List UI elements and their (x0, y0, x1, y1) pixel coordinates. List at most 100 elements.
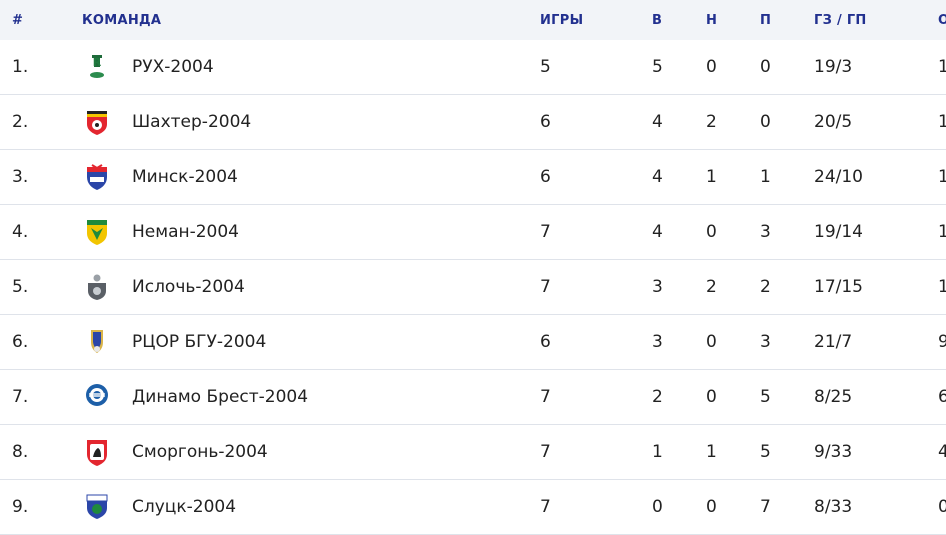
svg-text:R: R (93, 56, 102, 69)
rukh-logo-icon: R (82, 52, 112, 82)
header-points: О (938, 12, 946, 28)
goals-cell: 8/33 (814, 479, 938, 535)
slutsk-logo-icon (82, 492, 112, 522)
draws-cell: 0 (706, 40, 760, 95)
rank-cell: 3. (0, 149, 82, 205)
wins-cell: 4 (652, 149, 706, 205)
games-cell: 7 (540, 424, 652, 480)
table-row[interactable]: 3. Минск-2004 6 4 1 1 24/10 13 (0, 149, 946, 205)
points-cell: 15 (938, 40, 946, 95)
team-cell[interactable]: Неман-2004 (82, 204, 540, 260)
points-cell: 9 (938, 314, 946, 370)
goals-cell: 19/14 (814, 204, 938, 260)
losses-cell: 5 (760, 369, 814, 425)
table-header-row: # КОМАНДА ИГРЫ В Н П ГЗ / ГП О (0, 0, 946, 40)
wins-cell: 4 (652, 204, 706, 260)
wins-cell: 0 (652, 479, 706, 535)
wins-cell: 2 (652, 369, 706, 425)
games-cell: 6 (540, 94, 652, 150)
rank-cell: 8. (0, 424, 82, 480)
header-losses: П (760, 12, 772, 28)
rank-cell: 6. (0, 314, 82, 370)
rank-cell: 4. (0, 204, 82, 260)
games-cell: 7 (540, 204, 652, 260)
team-name[interactable]: Слуцк-2004 (132, 497, 237, 517)
points-cell: 14 (938, 94, 946, 150)
team-name[interactable]: Ислочь-2004 (132, 277, 245, 297)
minsk-logo-icon (82, 162, 112, 192)
wins-cell: 3 (652, 259, 706, 315)
team-name[interactable]: Сморгонь-2004 (132, 442, 268, 462)
losses-cell: 0 (760, 94, 814, 150)
team-cell[interactable]: Динамо Брест-2004 (82, 369, 540, 425)
team-name[interactable]: Динамо Брест-2004 (132, 387, 309, 407)
goals-cell: 17/15 (814, 259, 938, 315)
wins-cell: 4 (652, 94, 706, 150)
rank-cell: 2. (0, 94, 82, 150)
table-row[interactable]: 6. РЦОР БГУ-2004 6 3 0 3 21/7 9 (0, 314, 946, 370)
games-cell: 7 (540, 479, 652, 535)
goals-cell: 8/25 (814, 369, 938, 425)
header-team: КОМАНДА (82, 12, 162, 28)
rank-cell: 1. (0, 40, 82, 95)
goals-cell: 19/3 (814, 40, 938, 95)
dinamo-brest-logo-icon (82, 382, 112, 412)
team-cell[interactable]: Слуцк-2004 (82, 479, 540, 535)
team-cell[interactable]: Минск-2004 (82, 149, 540, 205)
points-cell: 11 (938, 259, 946, 315)
team-name[interactable]: Неман-2004 (132, 222, 239, 242)
header-rank: # (12, 12, 24, 28)
team-cell[interactable]: Шахтер-2004 (82, 94, 540, 150)
neman-logo-icon (82, 217, 112, 247)
losses-cell: 0 (760, 40, 814, 95)
table-row[interactable]: 5. Ислочь-2004 7 3 2 2 17/15 11 (0, 259, 946, 315)
losses-cell: 5 (760, 424, 814, 480)
smorgon-logo-icon (82, 437, 112, 467)
header-games: ИГРЫ (540, 12, 584, 28)
wins-cell: 1 (652, 424, 706, 480)
points-cell: 13 (938, 149, 946, 205)
wins-cell: 5 (652, 40, 706, 95)
points-cell: 6 (938, 369, 946, 425)
draws-cell: 1 (706, 149, 760, 205)
points-cell: 0 (938, 479, 946, 535)
goals-cell: 9/33 (814, 424, 938, 480)
rank-cell: 9. (0, 479, 82, 535)
header-wins: В (652, 12, 663, 28)
draws-cell: 0 (706, 369, 760, 425)
header-goals: ГЗ / ГП (814, 12, 867, 28)
header-draws: Н (706, 12, 718, 28)
table-row[interactable]: 7. Динамо Брест-2004 7 2 0 5 8/25 6 (0, 369, 946, 425)
draws-cell: 2 (706, 94, 760, 150)
table-row[interactable]: 2. Шахтер-2004 6 4 2 0 20/5 14 (0, 94, 946, 150)
games-cell: 6 (540, 149, 652, 205)
draws-cell: 2 (706, 259, 760, 315)
draws-cell: 0 (706, 479, 760, 535)
games-cell: 5 (540, 40, 652, 95)
rank-cell: 7. (0, 369, 82, 425)
losses-cell: 3 (760, 314, 814, 370)
isloch-logo-icon (82, 272, 112, 302)
team-cell[interactable]: R РУХ-2004 (82, 40, 540, 95)
wins-cell: 3 (652, 314, 706, 370)
table-row[interactable]: 8. Сморгонь-2004 7 1 1 5 9/33 4 (0, 424, 946, 480)
team-cell[interactable]: Ислочь-2004 (82, 259, 540, 315)
losses-cell: 7 (760, 479, 814, 535)
games-cell: 7 (540, 259, 652, 315)
losses-cell: 1 (760, 149, 814, 205)
draws-cell: 1 (706, 424, 760, 480)
team-name[interactable]: РУХ-2004 (132, 57, 214, 77)
team-name[interactable]: Шахтер-2004 (132, 112, 252, 132)
team-cell[interactable]: Сморгонь-2004 (82, 424, 540, 480)
table-row[interactable]: 9. Слуцк-2004 7 0 0 7 8/33 0 (0, 479, 946, 535)
draws-cell: 0 (706, 314, 760, 370)
games-cell: 7 (540, 369, 652, 425)
team-name[interactable]: Минск-2004 (132, 167, 238, 187)
goals-cell: 20/5 (814, 94, 938, 150)
team-name[interactable]: РЦОР БГУ-2004 (132, 332, 267, 352)
table-row[interactable]: 1. R РУХ-2004 5 5 0 0 19/3 15 (0, 40, 946, 95)
goals-cell: 24/10 (814, 149, 938, 205)
table-row[interactable]: 4. Неман-2004 7 4 0 3 19/14 12 (0, 204, 946, 260)
team-cell[interactable]: РЦОР БГУ-2004 (82, 314, 540, 370)
